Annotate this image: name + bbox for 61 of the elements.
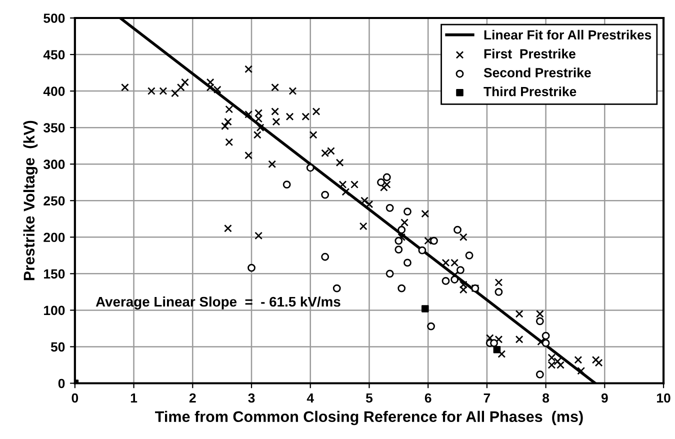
point [493, 346, 501, 354]
y-tick-label: 450 [43, 50, 65, 60]
legend-label: First Prestrike [484, 48, 576, 58]
point [427, 322, 435, 330]
point [394, 236, 403, 245]
point [398, 284, 406, 292]
point [450, 276, 459, 284]
y-tick-label: 350 [43, 123, 65, 133]
point [490, 339, 498, 348]
point [456, 266, 464, 274]
point [536, 370, 544, 378]
x-tick-label: 7 [484, 393, 490, 403]
y-tick-label: 200 [44, 232, 65, 242]
point [282, 180, 291, 189]
point [418, 246, 426, 254]
point [442, 277, 450, 285]
point [332, 284, 341, 292]
point [404, 258, 412, 267]
point [404, 208, 412, 216]
point [386, 204, 394, 212]
point [454, 226, 462, 234]
x-tick-label: 3 [248, 393, 255, 403]
y-axis-title: Prestrike Voltage (kV) [23, 120, 38, 280]
y-tick-label: 150 [44, 269, 65, 279]
y-tick-label: 500 [44, 14, 65, 23]
point [542, 339, 550, 348]
x-tick-label: 8 [542, 393, 550, 403]
point [321, 252, 330, 261]
x-tick-label: 4 [306, 393, 314, 403]
point [494, 288, 503, 296]
x-tick-label: 2 [189, 393, 196, 403]
point [465, 251, 474, 260]
y-tick-label: 50 [50, 342, 65, 352]
x-tick-label: 10 [657, 393, 670, 403]
x-tick-label: 5 [366, 393, 373, 403]
point [321, 190, 330, 199]
x-axis-title: Time from Common Closing Reference for All Phases (ms) [155, 410, 583, 426]
x-tick-label: 6 [424, 393, 432, 403]
legend-label: Linear Fit for All Prestrikes [484, 30, 652, 40]
point [422, 305, 429, 312]
y-tick-label: 0 [58, 378, 65, 388]
point [536, 317, 544, 326]
x-tick-label: 0 [72, 393, 78, 403]
x-tick-label: 9 [601, 393, 608, 403]
point [306, 164, 314, 172]
point [248, 264, 256, 272]
y-tick-label: 300 [43, 160, 65, 170]
point [386, 270, 394, 278]
y-tick-label: 250 [44, 196, 65, 206]
point [394, 246, 403, 254]
point [377, 178, 385, 186]
point [398, 226, 406, 234]
legend-label: Second Prestrike [484, 68, 591, 78]
point [382, 173, 391, 182]
legend-label: Third Prestrike [484, 86, 576, 96]
y-tick-label: 400 [43, 86, 65, 96]
x-tick-label: 1 [130, 393, 138, 403]
point [430, 236, 438, 245]
annotation: Average Linear Slope = - 61.5 kV/ms [96, 296, 340, 310]
point [542, 332, 550, 340]
y-tick-label: 100 [44, 306, 65, 316]
